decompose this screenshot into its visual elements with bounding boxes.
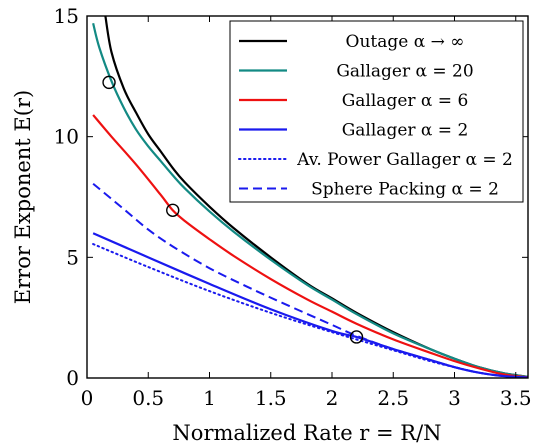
x-tick-label: 1: [203, 386, 216, 410]
y-tick-label: 5: [66, 245, 79, 269]
y-tick-label: 15: [54, 4, 79, 28]
x-tick-label: 1.5: [255, 386, 287, 410]
circle-marker: [349, 330, 364, 344]
plot-frame: [86, 15, 529, 379]
series-line-3: [92, 114, 528, 378]
legend-label: Gallager α = 20: [336, 62, 473, 82]
x-tick-label: 2: [326, 386, 339, 410]
legend-label: Outage α → ∞: [346, 32, 465, 52]
marker-layer: [102, 75, 364, 344]
x-tick-label: 3.5: [500, 386, 532, 410]
circle-marker: [102, 75, 116, 90]
legend-label: Sphere Packing α = 2: [311, 180, 499, 200]
legend: Outage α → ∞ Gallager α = 20 Gallager α = …: [229, 20, 524, 203]
x-axis-title: Normalized Rate r = R/N: [172, 421, 441, 445]
series-line-6: [92, 182, 528, 378]
series-line-5: [92, 243, 528, 378]
x-tick-label: 0.5: [132, 386, 164, 410]
x-tick-label: 0: [81, 386, 94, 410]
y-axis-title: Error Exponent E(r): [11, 90, 35, 304]
legend-box: [229, 20, 524, 203]
series-line-4: [92, 232, 528, 378]
circle-marker: [166, 203, 180, 217]
series-line-2: [92, 22, 528, 378]
x-tick-label: 3: [448, 386, 461, 410]
legend-label: Av. Power Gallager α = 2: [296, 150, 513, 170]
curve-layer: [92, 16, 528, 378]
y-tick-label: 10: [54, 125, 79, 149]
legend-label: Gallager α = 6: [342, 91, 469, 111]
x-tick-label: 2.5: [377, 386, 409, 410]
tick-layer: 0 0.5 1 1.5 2 2.5 3 3.5 0 5 10 15: [54, 4, 532, 410]
y-tick-label: 0: [66, 366, 79, 390]
legend-label: Gallager α = 2: [342, 121, 469, 141]
